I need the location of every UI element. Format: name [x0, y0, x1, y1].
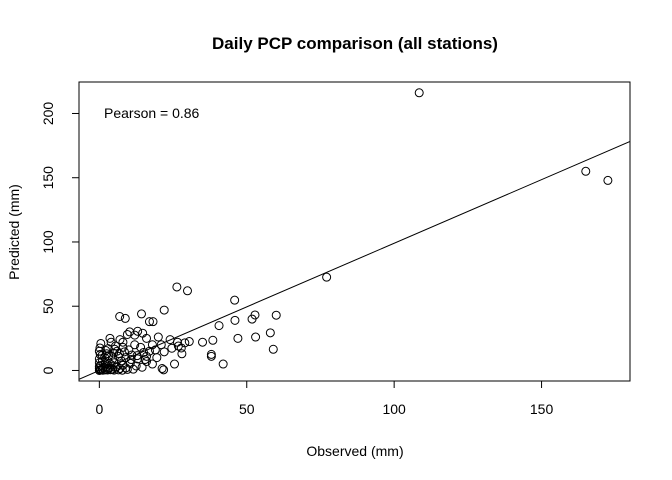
data-point: [140, 355, 150, 365]
y-axis: 0 50 100 150 200: [40, 102, 80, 374]
data-point: [157, 364, 167, 374]
data-point: [104, 351, 114, 361]
data-point: [159, 305, 169, 315]
data-point: [206, 351, 216, 361]
data-point: [95, 365, 105, 375]
data-point: [103, 365, 113, 375]
data-point: [170, 359, 180, 369]
data-point: [153, 332, 163, 342]
data-point: [251, 332, 261, 342]
data-point: [156, 340, 166, 350]
data-point: [133, 354, 143, 364]
data-point: [147, 359, 157, 369]
chart-title: Daily PCP comparison (all stations): [212, 34, 498, 53]
data-point: [122, 329, 132, 339]
data-point: [101, 346, 111, 356]
data-point: [125, 327, 135, 337]
data-point: [159, 365, 169, 375]
data-point: [115, 364, 125, 374]
data-point: [173, 341, 183, 351]
data-point: [147, 340, 157, 350]
data-point: [130, 330, 140, 340]
data-point: [268, 344, 278, 354]
data-point: [144, 317, 154, 327]
data-point: [132, 351, 142, 361]
data-point: [218, 359, 228, 369]
data-point: [115, 311, 125, 321]
y-tick-label: 50: [40, 298, 56, 314]
data-point: [581, 166, 591, 176]
y-tick-label: 150: [40, 166, 56, 190]
data-point: [230, 295, 240, 305]
data-point: [322, 272, 332, 282]
data-point: [198, 337, 208, 347]
data-point: [114, 349, 124, 359]
plot-frame: [78, 81, 631, 382]
data-point: [177, 349, 187, 359]
y-tick-label: 200: [40, 102, 56, 126]
data-point: [130, 340, 140, 350]
data-point: [142, 356, 152, 366]
data-point: [271, 310, 281, 320]
pearson-annotation: Pearson = 0.86: [104, 105, 200, 121]
x-axis-label: Observed (mm): [306, 443, 403, 459]
data-point: [119, 347, 129, 357]
points-layer: [94, 88, 613, 375]
data-point: [214, 321, 224, 331]
data-point: [124, 345, 134, 355]
x-tick-label: 150: [530, 401, 554, 417]
data-point: [247, 314, 257, 324]
fit-line: [79, 141, 630, 380]
data-point: [184, 337, 194, 347]
data-point: [182, 286, 192, 296]
data-point: [136, 342, 146, 352]
data-point: [142, 333, 152, 343]
data-point: [110, 344, 120, 354]
data-point: [120, 313, 130, 323]
data-point: [603, 175, 613, 185]
y-axis-label: Predicted (mm): [6, 184, 22, 280]
x-tick-label: 0: [95, 401, 103, 417]
x-tick-label: 100: [382, 401, 406, 417]
y-tick-label: 100: [40, 230, 56, 254]
data-point: [131, 361, 141, 371]
x-tick-label: 50: [239, 401, 255, 417]
data-point: [208, 335, 218, 345]
y-tick-label: 0: [40, 366, 56, 374]
data-point: [233, 333, 243, 343]
data-point: [137, 362, 147, 372]
data-point: [105, 363, 115, 373]
data-point: [176, 343, 186, 353]
data-point: [106, 365, 116, 375]
data-point: [117, 365, 127, 375]
data-point: [122, 364, 132, 374]
data-point: [105, 333, 115, 343]
data-point: [172, 282, 182, 292]
data-point: [115, 335, 125, 345]
data-point: [414, 88, 424, 98]
data-point: [230, 315, 240, 325]
data-point: [206, 349, 216, 359]
data-point: [265, 328, 275, 338]
data-point: [118, 337, 128, 347]
x-axis: 0 50 100 150: [95, 380, 554, 417]
data-point: [167, 343, 177, 353]
data-point: [95, 343, 105, 353]
data-point: [150, 345, 160, 355]
plot-area: [79, 88, 630, 380]
data-point: [148, 317, 158, 327]
data-point: [136, 309, 146, 319]
